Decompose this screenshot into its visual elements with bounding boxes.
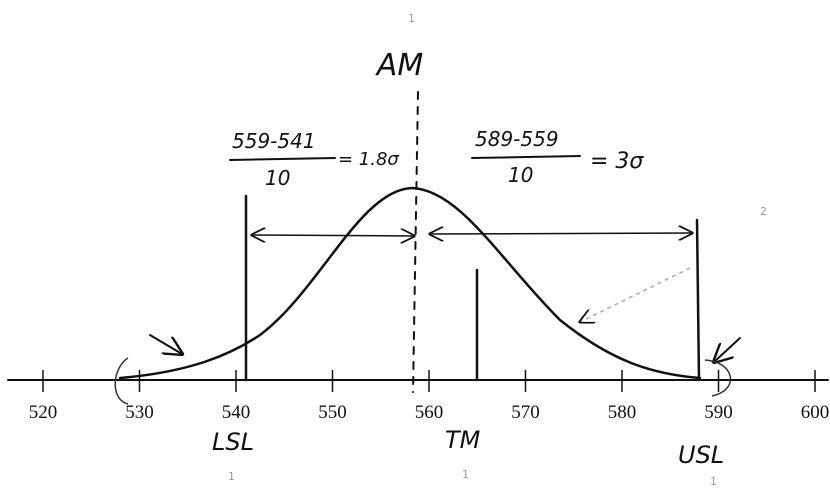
pointer-arrow	[714, 337, 741, 362]
result: = 1.8σ	[338, 149, 399, 170]
circle-mark	[704, 359, 732, 397]
pointer-arrow	[149, 334, 182, 354]
numerator: 589-559	[475, 127, 559, 151]
fraction-bar	[229, 157, 336, 161]
tick-label: 590	[704, 402, 733, 423]
circle-mark	[114, 357, 129, 405]
numerator: 559-541	[232, 129, 316, 153]
tick-label: 520	[29, 402, 58, 423]
tick-label: 580	[608, 402, 637, 423]
tick-label: 540	[222, 402, 251, 423]
annotation: 2	[760, 205, 767, 218]
right-span-arrow	[430, 233, 692, 234]
mean-line	[412, 91, 419, 393]
result: = 3σ	[590, 149, 644, 174]
denominator: 10	[265, 166, 290, 190]
pointer-arrow	[580, 267, 691, 322]
annotation: 1	[408, 12, 415, 25]
usl-label: USL	[678, 441, 724, 469]
annotation: 1	[462, 468, 469, 481]
usl-line	[695, 218, 701, 382]
fraction-bar	[471, 155, 581, 159]
tick-label: 570	[511, 402, 540, 423]
tick-label: 560	[415, 402, 444, 423]
annotation: 1	[710, 475, 717, 488]
distribution-curve	[118, 186, 702, 380]
tick-label: 550	[318, 402, 347, 423]
lsl-label: LSL	[212, 428, 254, 456]
tm-label: TM	[445, 426, 481, 454]
denominator: 10	[508, 163, 533, 187]
mean-label: AM	[375, 48, 424, 83]
tick-label: 530	[125, 402, 154, 423]
annotation: 1	[228, 470, 235, 483]
tick-label: 600	[801, 402, 830, 423]
left-span-arrow	[252, 235, 414, 236]
